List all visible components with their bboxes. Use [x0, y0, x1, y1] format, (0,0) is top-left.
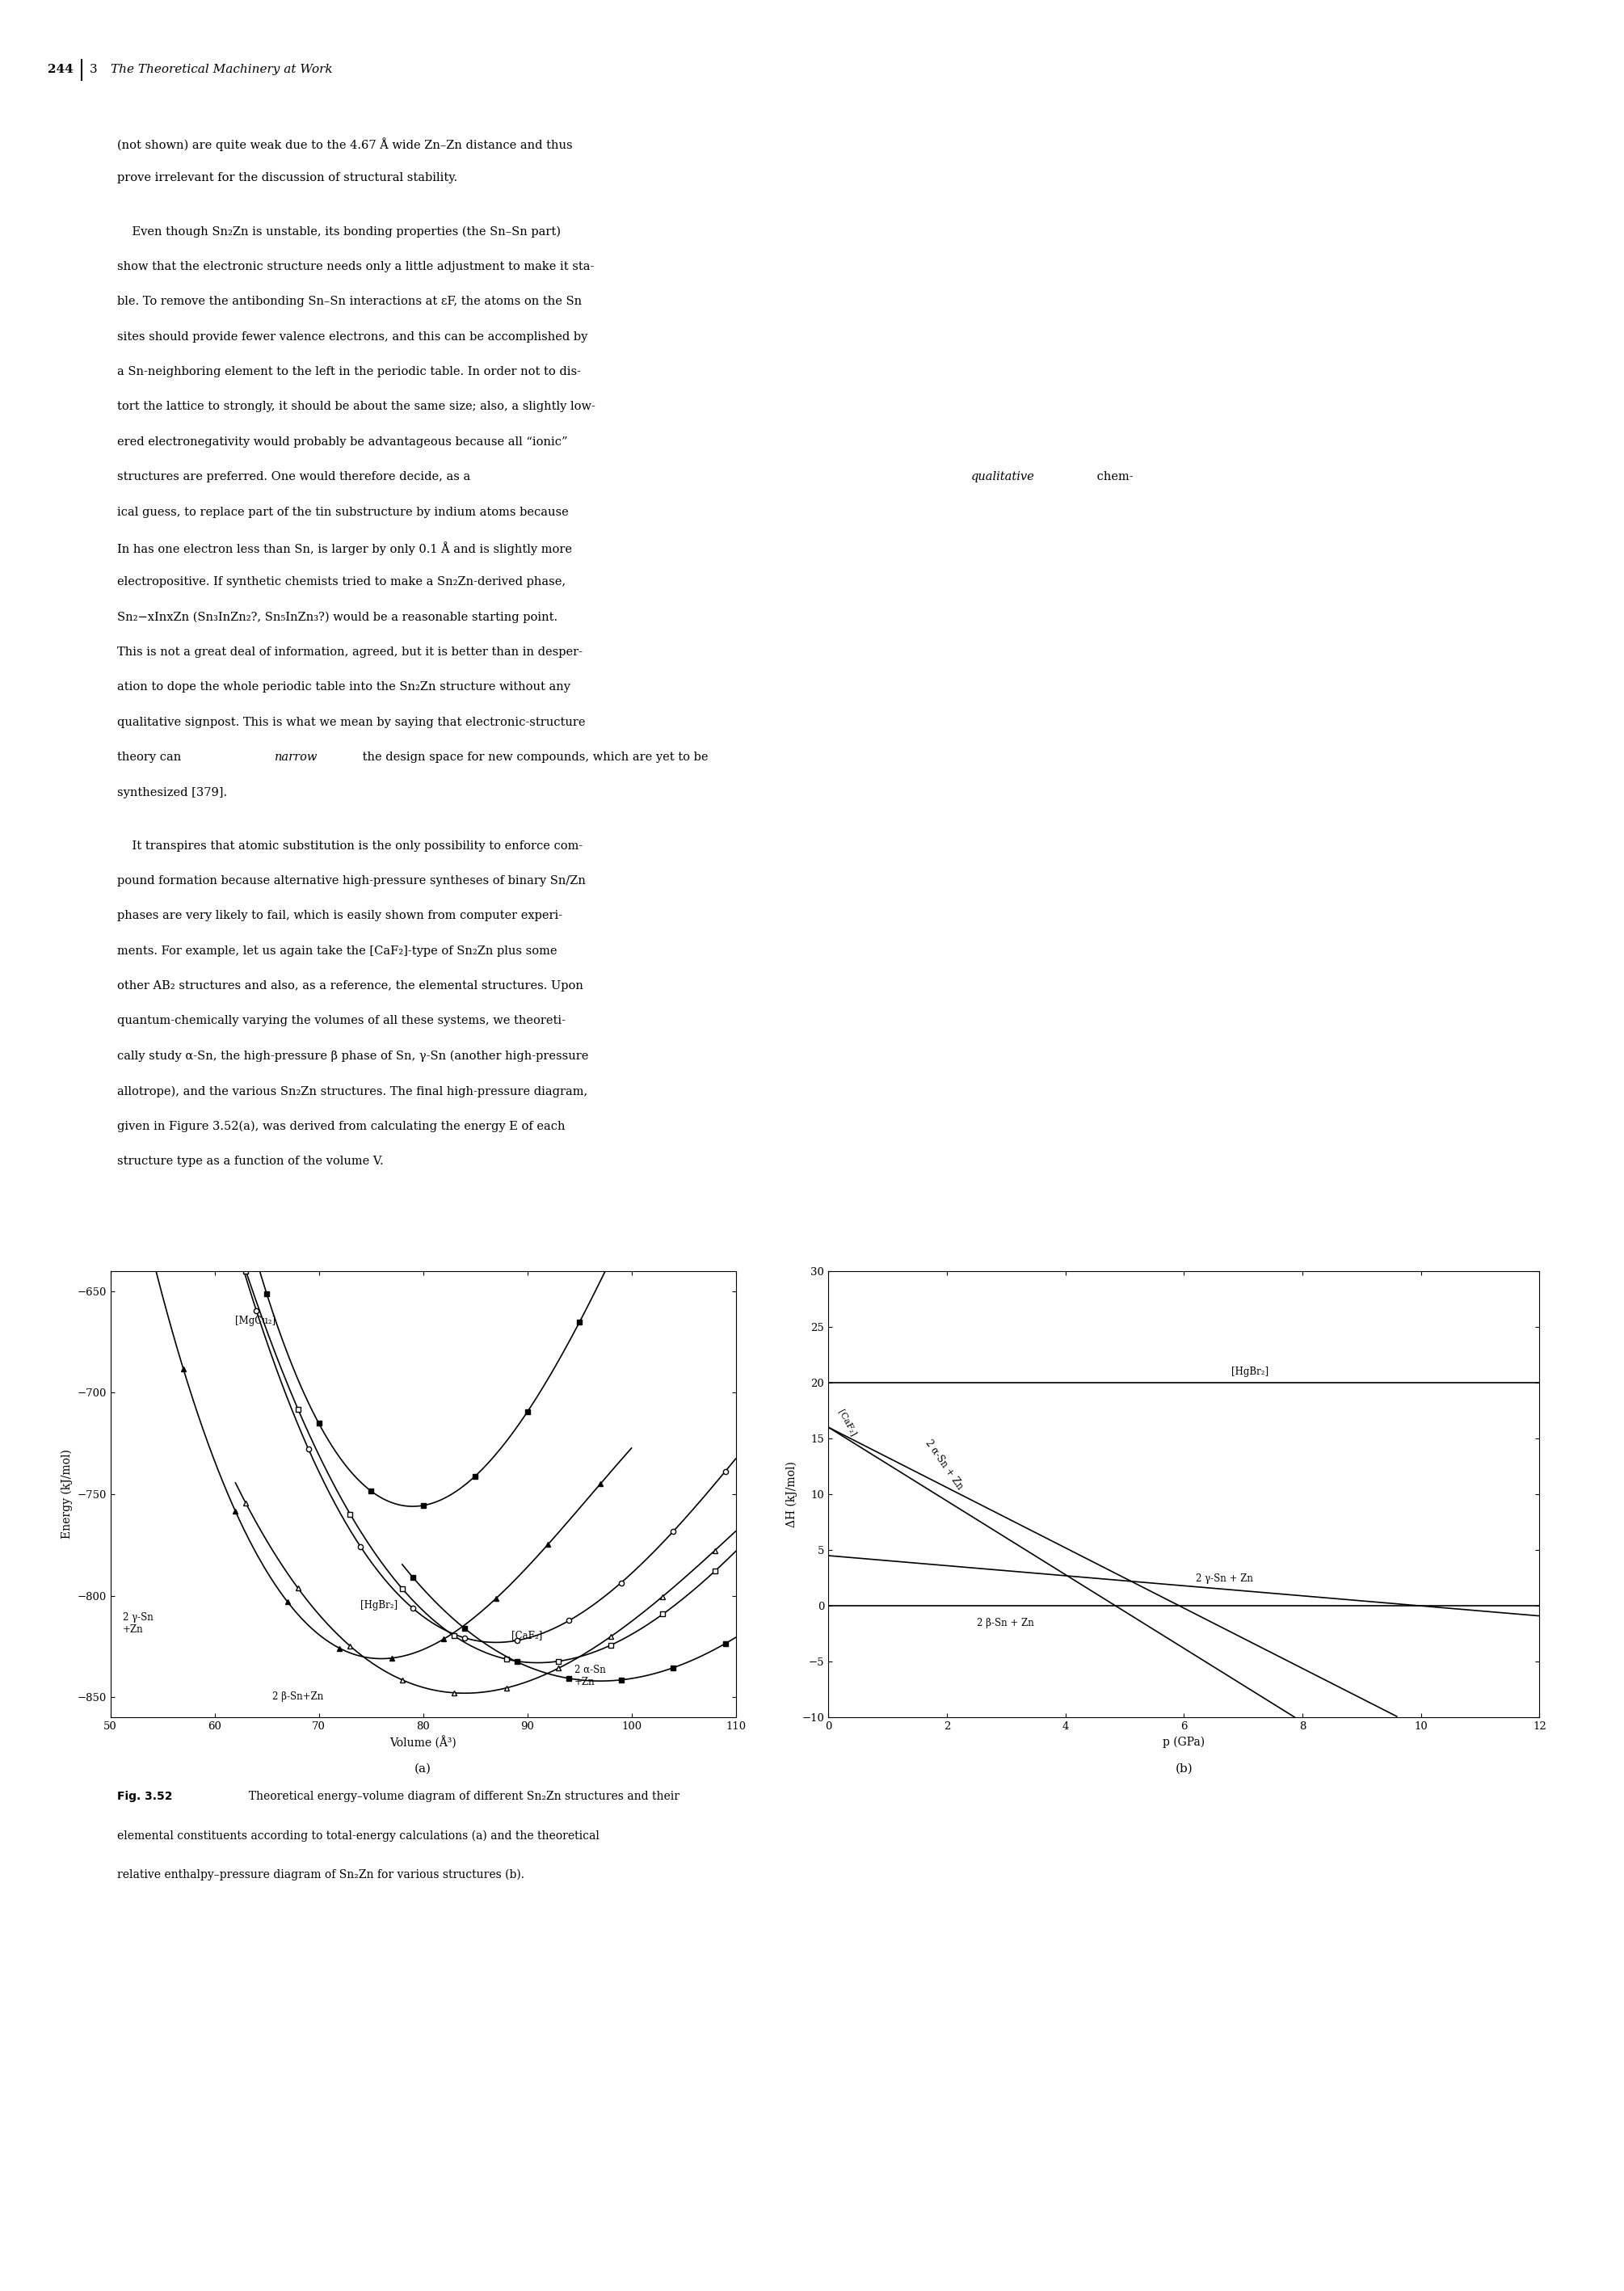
- Text: sites should provide fewer valence electrons, and this can be accomplished by: sites should provide fewer valence elect…: [117, 330, 588, 341]
- Text: Even though Sn₂Zn is unstable, its bonding properties (the Sn–Sn part): Even though Sn₂Zn is unstable, its bondi…: [117, 227, 560, 238]
- X-axis label: Volume (Å³): Volume (Å³): [390, 1737, 456, 1750]
- Text: prove irrelevant for the discussion of structural stability.: prove irrelevant for the discussion of s…: [117, 172, 458, 183]
- Text: theory can: theory can: [117, 751, 185, 763]
- Text: ical guess, to replace part of the tin substructure by indium atoms because: ical guess, to replace part of the tin s…: [117, 506, 568, 518]
- Text: synthesized [379].: synthesized [379].: [117, 786, 227, 797]
- Text: narrow: narrow: [274, 751, 318, 763]
- Y-axis label: ΔH (kJ/mol): ΔH (kJ/mol): [786, 1462, 797, 1528]
- Text: 2 α-Sn
+Zn: 2 α-Sn +Zn: [575, 1666, 606, 1688]
- Text: qualitative signpost. This is what we mean by saying that electronic-structure: qualitative signpost. This is what we me…: [117, 717, 585, 729]
- Text: 2 α-Sn + Zn: 2 α-Sn + Zn: [922, 1436, 965, 1491]
- Text: elemental constituents according to total-energy calculations (a) and the theore: elemental constituents according to tota…: [117, 1831, 599, 1842]
- Text: ation to dope the whole periodic table into the Sn₂Zn structure without any: ation to dope the whole periodic table i…: [117, 680, 570, 692]
- Text: Theoretical energy–volume diagram of different Sn₂Zn structures and their: Theoretical energy–volume diagram of dif…: [242, 1792, 680, 1803]
- Text: This is not a great deal of information, agreed, but it is better than in desper: This is not a great deal of information,…: [117, 646, 583, 658]
- X-axis label: p (GPa): p (GPa): [1163, 1737, 1205, 1748]
- Text: ble. To remove the antibonding Sn–Sn interactions at εF, the atoms on the Sn: ble. To remove the antibonding Sn–Sn int…: [117, 296, 581, 307]
- Text: given in Figure 3.52(a), was derived from calculating the energy E of each: given in Figure 3.52(a), was derived fro…: [117, 1120, 565, 1132]
- Text: (not shown) are quite weak due to the 4.67 Å wide Zn–Zn distance and thus: (not shown) are quite weak due to the 4.…: [117, 137, 572, 151]
- Text: a Sn-neighboring element to the left in the periodic table. In order not to dis-: a Sn-neighboring element to the left in …: [117, 367, 581, 378]
- Text: the design space for new compounds, which are yet to be: the design space for new compounds, whic…: [359, 751, 708, 763]
- Text: pound formation because alternative high-pressure syntheses of binary Sn/Zn: pound formation because alternative high…: [117, 875, 585, 887]
- Text: 2 γ-Sn
+Zn: 2 γ-Sn +Zn: [123, 1613, 153, 1636]
- Text: other AB₂ structures and also, as a reference, the elemental structures. Upon: other AB₂ structures and also, as a refe…: [117, 981, 583, 992]
- Text: ments. For example, let us again take the [CaF₂]-type of Sn₂Zn plus some: ments. For example, let us again take th…: [117, 946, 557, 958]
- Text: 2 β-Sn+Zn: 2 β-Sn+Zn: [271, 1691, 323, 1702]
- Text: 3: 3: [89, 64, 106, 76]
- Text: 244: 244: [47, 64, 73, 76]
- Text: 2 β-Sn + Zn: 2 β-Sn + Zn: [976, 1617, 1033, 1629]
- Text: [CaF₂]: [CaF₂]: [512, 1631, 542, 1640]
- Text: cally study α-Sn, the high-pressure β phase of Sn, γ-Sn (another high-pressure: cally study α-Sn, the high-pressure β ph…: [117, 1049, 588, 1063]
- Y-axis label: Energy (kJ/mol): Energy (kJ/mol): [62, 1450, 73, 1540]
- Text: chem-: chem-: [1093, 472, 1134, 483]
- Text: relative enthalpy–pressure diagram of Sn₂Zn for various structures (b).: relative enthalpy–pressure diagram of Sn…: [117, 1869, 525, 1881]
- Text: electropositive. If synthetic chemists tried to make a Sn₂Zn-derived phase,: electropositive. If synthetic chemists t…: [117, 577, 565, 589]
- Text: [HgBr₂]: [HgBr₂]: [1231, 1368, 1268, 1377]
- Text: structure type as a function of the volume V.: structure type as a function of the volu…: [117, 1155, 383, 1166]
- Text: It transpires that atomic substitution is the only possibility to enforce com-: It transpires that atomic substitution i…: [117, 841, 583, 852]
- Text: tort the lattice to strongly, it should be about the same size; also, a slightly: tort the lattice to strongly, it should …: [117, 401, 594, 412]
- Text: ered electronegativity would probably be advantageous because all “ionic”: ered electronegativity would probably be…: [117, 435, 567, 447]
- Text: [HgBr₂]: [HgBr₂]: [361, 1599, 398, 1611]
- Text: allotrope), and the various Sn₂Zn structures. The final high-pressure diagram,: allotrope), and the various Sn₂Zn struct…: [117, 1086, 588, 1097]
- Text: qualitative: qualitative: [971, 472, 1034, 483]
- Text: (a): (a): [414, 1764, 432, 1776]
- Text: (b): (b): [1176, 1764, 1192, 1776]
- Text: show that the electronic structure needs only a little adjustment to make it sta: show that the electronic structure needs…: [117, 261, 594, 273]
- Text: [CaF₂]: [CaF₂]: [836, 1409, 857, 1439]
- Text: Fig. 3.52: Fig. 3.52: [117, 1792, 172, 1803]
- Text: The Theoretical Machinery at Work: The Theoretical Machinery at Work: [110, 64, 333, 76]
- Text: Sn₂−xInxZn (Sn₃InZn₂?, Sn₅InZn₃?) would be a reasonable starting point.: Sn₂−xInxZn (Sn₃InZn₂?, Sn₅InZn₃?) would …: [117, 612, 557, 623]
- Text: quantum-chemically varying the volumes of all these systems, we theoreti-: quantum-chemically varying the volumes o…: [117, 1015, 565, 1026]
- Text: structures are preferred. One would therefore decide, as a: structures are preferred. One would ther…: [117, 472, 474, 483]
- Text: phases are very likely to fail, which is easily shown from computer experi-: phases are very likely to fail, which is…: [117, 910, 562, 921]
- Text: [MgCu₂]: [MgCu₂]: [235, 1315, 276, 1326]
- Text: 2 γ-Sn + Zn: 2 γ-Sn + Zn: [1195, 1574, 1254, 1583]
- Text: In has one electron less than Sn, is larger by only 0.1 Å and is slightly more: In has one electron less than Sn, is lar…: [117, 541, 572, 554]
